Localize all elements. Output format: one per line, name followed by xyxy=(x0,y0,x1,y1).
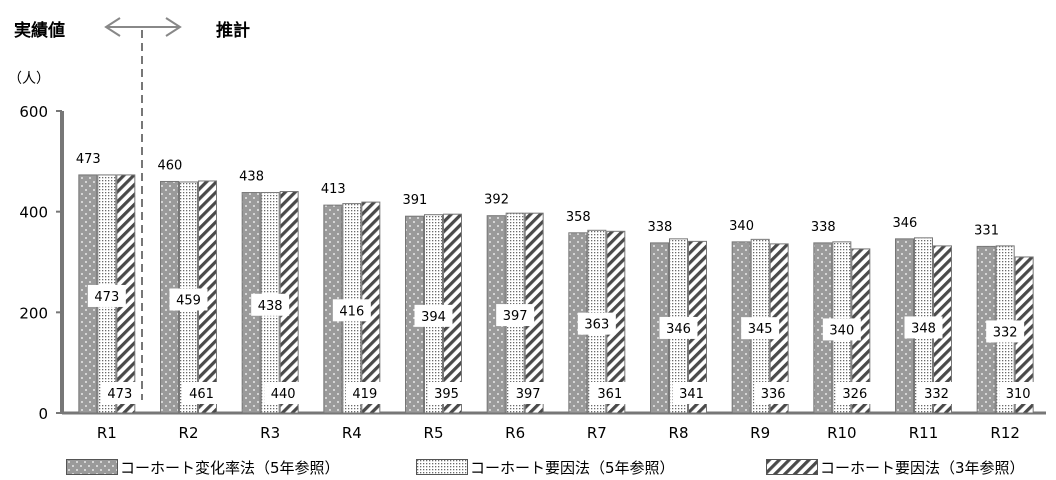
data-label-box xyxy=(904,316,943,339)
data-label-series2: 346 xyxy=(666,322,691,337)
legend-swatch-fine-dots xyxy=(416,459,468,475)
data-label-box xyxy=(917,382,956,404)
data-label-series1: 438 xyxy=(239,170,264,185)
data-label-series2: 348 xyxy=(911,321,936,336)
data-label-series1: 340 xyxy=(729,219,754,234)
data-label-series3: 397 xyxy=(516,387,541,402)
data-label-box xyxy=(754,382,793,404)
data-label-series2: 332 xyxy=(993,325,1018,340)
data-label-series1: 338 xyxy=(648,220,673,235)
data-label-series3: 440 xyxy=(271,387,296,402)
data-label-box xyxy=(509,382,548,404)
axes: 0 200 400 600 xyxy=(19,103,1046,423)
data-label-series3: 461 xyxy=(189,387,214,402)
data-label-series2: 459 xyxy=(176,293,201,308)
y-tick-label: 400 xyxy=(19,204,48,222)
legend-label: コーホート要因法（3年参照） xyxy=(820,458,1025,477)
data-label-series3: 361 xyxy=(597,387,622,402)
data-label-series1: 460 xyxy=(158,158,183,173)
data-label-series2: 345 xyxy=(748,322,773,337)
data-label-series2: 397 xyxy=(503,309,528,324)
data-label-box xyxy=(169,288,208,311)
x-tick-label: R9 xyxy=(750,424,770,442)
y-unit-label: （人） xyxy=(8,71,50,87)
data-label-series3: 326 xyxy=(842,387,867,402)
legend-swatch-stripes xyxy=(766,459,818,475)
data-label-box xyxy=(986,320,1025,343)
x-tick-label: R6 xyxy=(505,424,525,442)
data-label-box xyxy=(496,304,535,327)
double-arrow-icon xyxy=(104,17,182,37)
x-tick-label: R1 xyxy=(97,424,117,442)
data-label-series1: 392 xyxy=(484,193,509,208)
data-label-box xyxy=(100,382,139,404)
data-label-box xyxy=(264,382,303,404)
y-tick-label: 600 xyxy=(19,103,48,121)
data-label-series2: 416 xyxy=(339,304,364,319)
x-tick-label: R7 xyxy=(587,424,607,442)
data-label-series3: 341 xyxy=(679,387,704,402)
data-label-box xyxy=(251,293,290,316)
data-label-box xyxy=(427,382,466,404)
data-label-series2: 340 xyxy=(829,323,854,338)
x-tick-label: R10 xyxy=(827,424,857,442)
data-label-box xyxy=(741,317,780,340)
legend-label: コーホート要因法（5年参照） xyxy=(470,458,675,477)
data-label-box xyxy=(590,382,629,404)
data-label-series1: 331 xyxy=(974,223,999,238)
data-label-box xyxy=(414,304,453,327)
forecast-label: 推計 xyxy=(216,21,250,41)
legend: コーホート変化率法（5年参照） コーホート要因法（5年参照） コーホート要因法（… xyxy=(66,455,1056,479)
x-tick-label: R3 xyxy=(260,424,280,442)
x-tick-label: R5 xyxy=(424,424,444,442)
data-label-series1: 346 xyxy=(893,216,918,231)
data-label-box xyxy=(822,318,861,341)
data-label-series1: 391 xyxy=(403,193,428,208)
data-label-series3: 395 xyxy=(434,387,459,402)
data-label-series3: 419 xyxy=(352,387,377,402)
x-tick-label: R12 xyxy=(990,424,1020,442)
data-label-box xyxy=(332,299,371,322)
data-label-series1: 358 xyxy=(566,210,591,225)
x-tick-label: R2 xyxy=(179,424,199,442)
y-tick-label: 0 xyxy=(38,405,48,423)
data-label-series2: 394 xyxy=(421,310,446,325)
data-labels: R1 473 473 473 R2 460 459 461 R3 438 438 440 R4 413 41… xyxy=(76,152,1038,442)
bars xyxy=(78,174,1034,414)
legend-item: コーホート要因法（3年参照） xyxy=(766,457,1056,478)
data-label-box xyxy=(835,382,874,404)
data-label-series3: 336 xyxy=(761,387,786,402)
x-tick-label: R11 xyxy=(909,424,939,442)
data-label-box xyxy=(659,316,698,339)
legend-swatch-dots xyxy=(66,459,118,475)
x-tick-label: R8 xyxy=(669,424,689,442)
data-label-series2: 473 xyxy=(94,290,119,305)
data-label-box xyxy=(87,284,126,307)
actual-label: 実績値 xyxy=(14,21,65,41)
data-label-series1: 413 xyxy=(321,182,346,197)
data-label-series2: 363 xyxy=(584,318,609,333)
data-label-series1: 338 xyxy=(811,220,836,235)
data-label-series2: 438 xyxy=(258,299,283,314)
y-tick-label: 200 xyxy=(19,304,48,322)
legend-item: コーホート変化率法（5年参照） xyxy=(66,457,416,478)
data-label-box xyxy=(999,382,1038,404)
data-label-series1: 473 xyxy=(76,152,101,167)
data-label-box xyxy=(672,382,711,404)
x-tick-label: R4 xyxy=(342,424,362,442)
data-label-box xyxy=(577,312,616,335)
data-label-series3: 332 xyxy=(924,387,949,402)
legend-label: コーホート変化率法（5年参照） xyxy=(120,458,340,477)
data-label-series3: 310 xyxy=(1006,387,1031,402)
legend-item: コーホート要因法（5年参照） xyxy=(416,457,766,478)
data-label-box xyxy=(182,382,221,404)
data-label-series3: 473 xyxy=(107,387,132,402)
data-label-box xyxy=(345,382,384,404)
